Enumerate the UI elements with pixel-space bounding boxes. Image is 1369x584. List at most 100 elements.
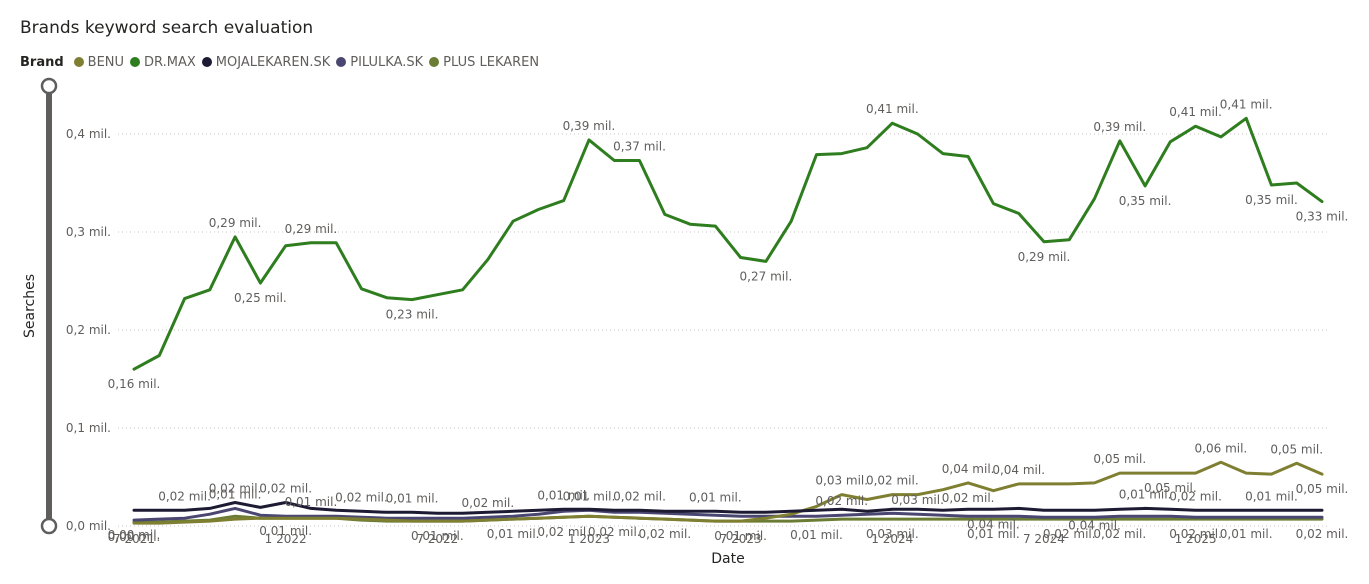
data-label: 0,01 mil. xyxy=(411,529,464,543)
legend-item-dr-max[interactable]: DR.MAX xyxy=(130,55,196,70)
y-tick-label: 0,1 mil. xyxy=(66,421,111,435)
data-label: 0,05 mil. xyxy=(1144,481,1197,495)
data-label: 0,01 mil. xyxy=(259,524,312,538)
data-label: 0,02 mil. xyxy=(588,525,641,539)
data-label: 0,01 mil. xyxy=(790,528,843,542)
x-tick-label: 7 2022 xyxy=(416,532,458,546)
data-label: 0,35 mil. xyxy=(1119,194,1172,208)
data-label: 0,01 mil. xyxy=(1119,487,1172,501)
legend-label: BENU xyxy=(87,54,125,70)
legend-swatch xyxy=(336,57,347,67)
data-label: 0,02 mil. xyxy=(866,474,919,488)
legend-swatch xyxy=(201,57,212,67)
x-tick-label: 1 2022 xyxy=(265,532,307,546)
data-label: 0,01 mil. xyxy=(537,488,590,502)
y-tick-label: 0,3 mil. xyxy=(66,225,111,239)
data-label: 0,33 mil. xyxy=(1296,210,1349,224)
series-line-pilulka-sk xyxy=(132,506,1324,522)
y-tick-label: 0,4 mil. xyxy=(66,127,111,141)
legend-label: PLUS LEKAREN xyxy=(443,54,540,70)
y-tick-label: 0,0 mil. xyxy=(66,519,111,533)
data-label: 0,02 mil. xyxy=(209,481,262,495)
gridlines xyxy=(118,133,1330,527)
data-label: 0,02 mil. xyxy=(462,496,515,510)
y-range-slider[interactable] xyxy=(40,77,58,535)
legend: Brand BENU DR.MAX MOJALEKAREN.SK PILULKA.SK… xyxy=(20,53,545,71)
x-tick-label: 7 2024 xyxy=(1023,532,1065,546)
y-tick-label: 0,2 mil. xyxy=(66,323,111,337)
data-label: 0,04 mil. xyxy=(992,463,1045,477)
legend-label: DR.MAX xyxy=(144,54,196,70)
legend-label: PILULKA.SK xyxy=(350,54,424,70)
x-tick-label: 7 2023 xyxy=(720,532,762,546)
data-label: 0,03 mil. xyxy=(815,474,868,488)
data-label: 0,03 mil. xyxy=(891,493,944,507)
data-label: 0,02 mil. xyxy=(942,491,995,505)
data-label: 0,41 mil. xyxy=(866,102,919,116)
x-axis-title: Date xyxy=(711,551,744,567)
data-label: 0,02 mil. xyxy=(1043,527,1096,541)
y-axis-title: Searches xyxy=(22,274,38,338)
data-label: 0,01 mil. xyxy=(967,527,1020,541)
data-label: 0,02 mil. xyxy=(1169,527,1222,541)
data-label: 0,35 mil. xyxy=(1245,193,1298,207)
data-label: 0,29 mil. xyxy=(1018,250,1071,264)
data-label: 0,39 mil. xyxy=(1093,120,1146,134)
data-label: 0,25 mil. xyxy=(234,291,287,305)
data-label: 0,05 mil. xyxy=(1093,452,1146,466)
data-label: 0,41 mil. xyxy=(1169,105,1222,119)
data-label: 0,04 mil. xyxy=(1068,518,1121,532)
data-label: 0,05 mil. xyxy=(1296,482,1349,496)
data-label: 0,02 mil. xyxy=(613,489,666,503)
legend-swatch xyxy=(73,57,84,67)
legend-label: MOJALEKAREN.SK xyxy=(215,54,331,70)
data-label: 0,02 mil. xyxy=(259,481,312,495)
series-line-mojalekaren-sk xyxy=(132,501,1324,515)
data-label: 0,23 mil. xyxy=(386,308,439,322)
data-label: 0,05 mil. xyxy=(1270,442,1323,456)
x-tick-label: 1 2024 xyxy=(871,532,913,546)
data-label: 0,01 mil. xyxy=(386,491,439,505)
data-label: 0,01 mil. xyxy=(487,527,540,541)
x-axis: 7 2021 1 2022 7 2022 1 2023 7 2023 1 2024 7 20… xyxy=(113,532,1217,546)
data-label: 0,02 mil. xyxy=(638,527,691,541)
data-label: 0,16 mil. xyxy=(108,377,161,391)
y-axis: 0,0 mil. 0,1 mil. 0,2 mil. 0,3 mil. 0,4 mil. xyxy=(66,127,111,533)
legend-item-mojalekaren-sk[interactable]: MOJALEKAREN.SK xyxy=(201,54,331,70)
slider-handle-top xyxy=(40,77,58,95)
legend-title: Brand xyxy=(20,54,64,70)
series-line-benu xyxy=(132,460,1324,525)
data-label: 0,02 mil. xyxy=(1296,527,1349,541)
data-label: 0,37 mil. xyxy=(613,139,666,153)
data-labels: 0,16 mil. 0,29 mil. 0,25 mil. 0,29 mil. 0,23… xyxy=(108,97,1349,544)
legend-item-benu[interactable]: BENU xyxy=(73,54,125,70)
data-label: 0,01 mil. xyxy=(285,495,338,509)
series-line-dr-max xyxy=(132,116,1324,371)
data-label: 0,02 mil. xyxy=(1169,489,1222,503)
data-label: 0,01 mil. xyxy=(563,489,616,503)
data-label: 0,41 mil. xyxy=(1220,97,1273,111)
legend-swatch xyxy=(130,57,141,67)
x-tick-label: 1 2025 xyxy=(1175,532,1217,546)
data-label: 0,01 mil. xyxy=(1245,489,1298,503)
slider-handle-bottom xyxy=(40,517,58,535)
data-label: 0,27 mil. xyxy=(740,269,793,283)
chart-title: Brands keyword search evaluation xyxy=(20,18,314,38)
data-label: 0,06 mil. xyxy=(1195,441,1248,455)
data-label: 0,02 mil. xyxy=(158,489,211,503)
data-label: 0,02 mil. xyxy=(335,490,388,504)
data-label: 0,01 mil. xyxy=(714,529,767,543)
data-label: 0,01 mil. xyxy=(689,490,742,504)
data-label: 0,00 mil. xyxy=(108,528,161,542)
legend-item-pilulka-sk[interactable]: PILULKA.SK xyxy=(336,55,423,70)
data-label: 0,01 mil. xyxy=(209,487,262,501)
x-tick-label: 7 2021 xyxy=(113,532,155,546)
legend-item-plus-lekaren[interactable]: PLUS LEKAREN xyxy=(429,55,539,70)
data-label: 0,01 mil. xyxy=(1220,527,1273,541)
data-label: 0,04 mil. xyxy=(942,462,995,476)
series-lines xyxy=(132,116,1324,525)
legend-items: BENU DR.MAX MOJALEKAREN.SK PILULKA.SK PLUS L… xyxy=(73,54,545,70)
data-label: 0,00 mil. xyxy=(108,530,161,544)
data-label: 0,29 mil. xyxy=(285,222,338,236)
data-label: 0,02 mil. xyxy=(537,525,590,539)
